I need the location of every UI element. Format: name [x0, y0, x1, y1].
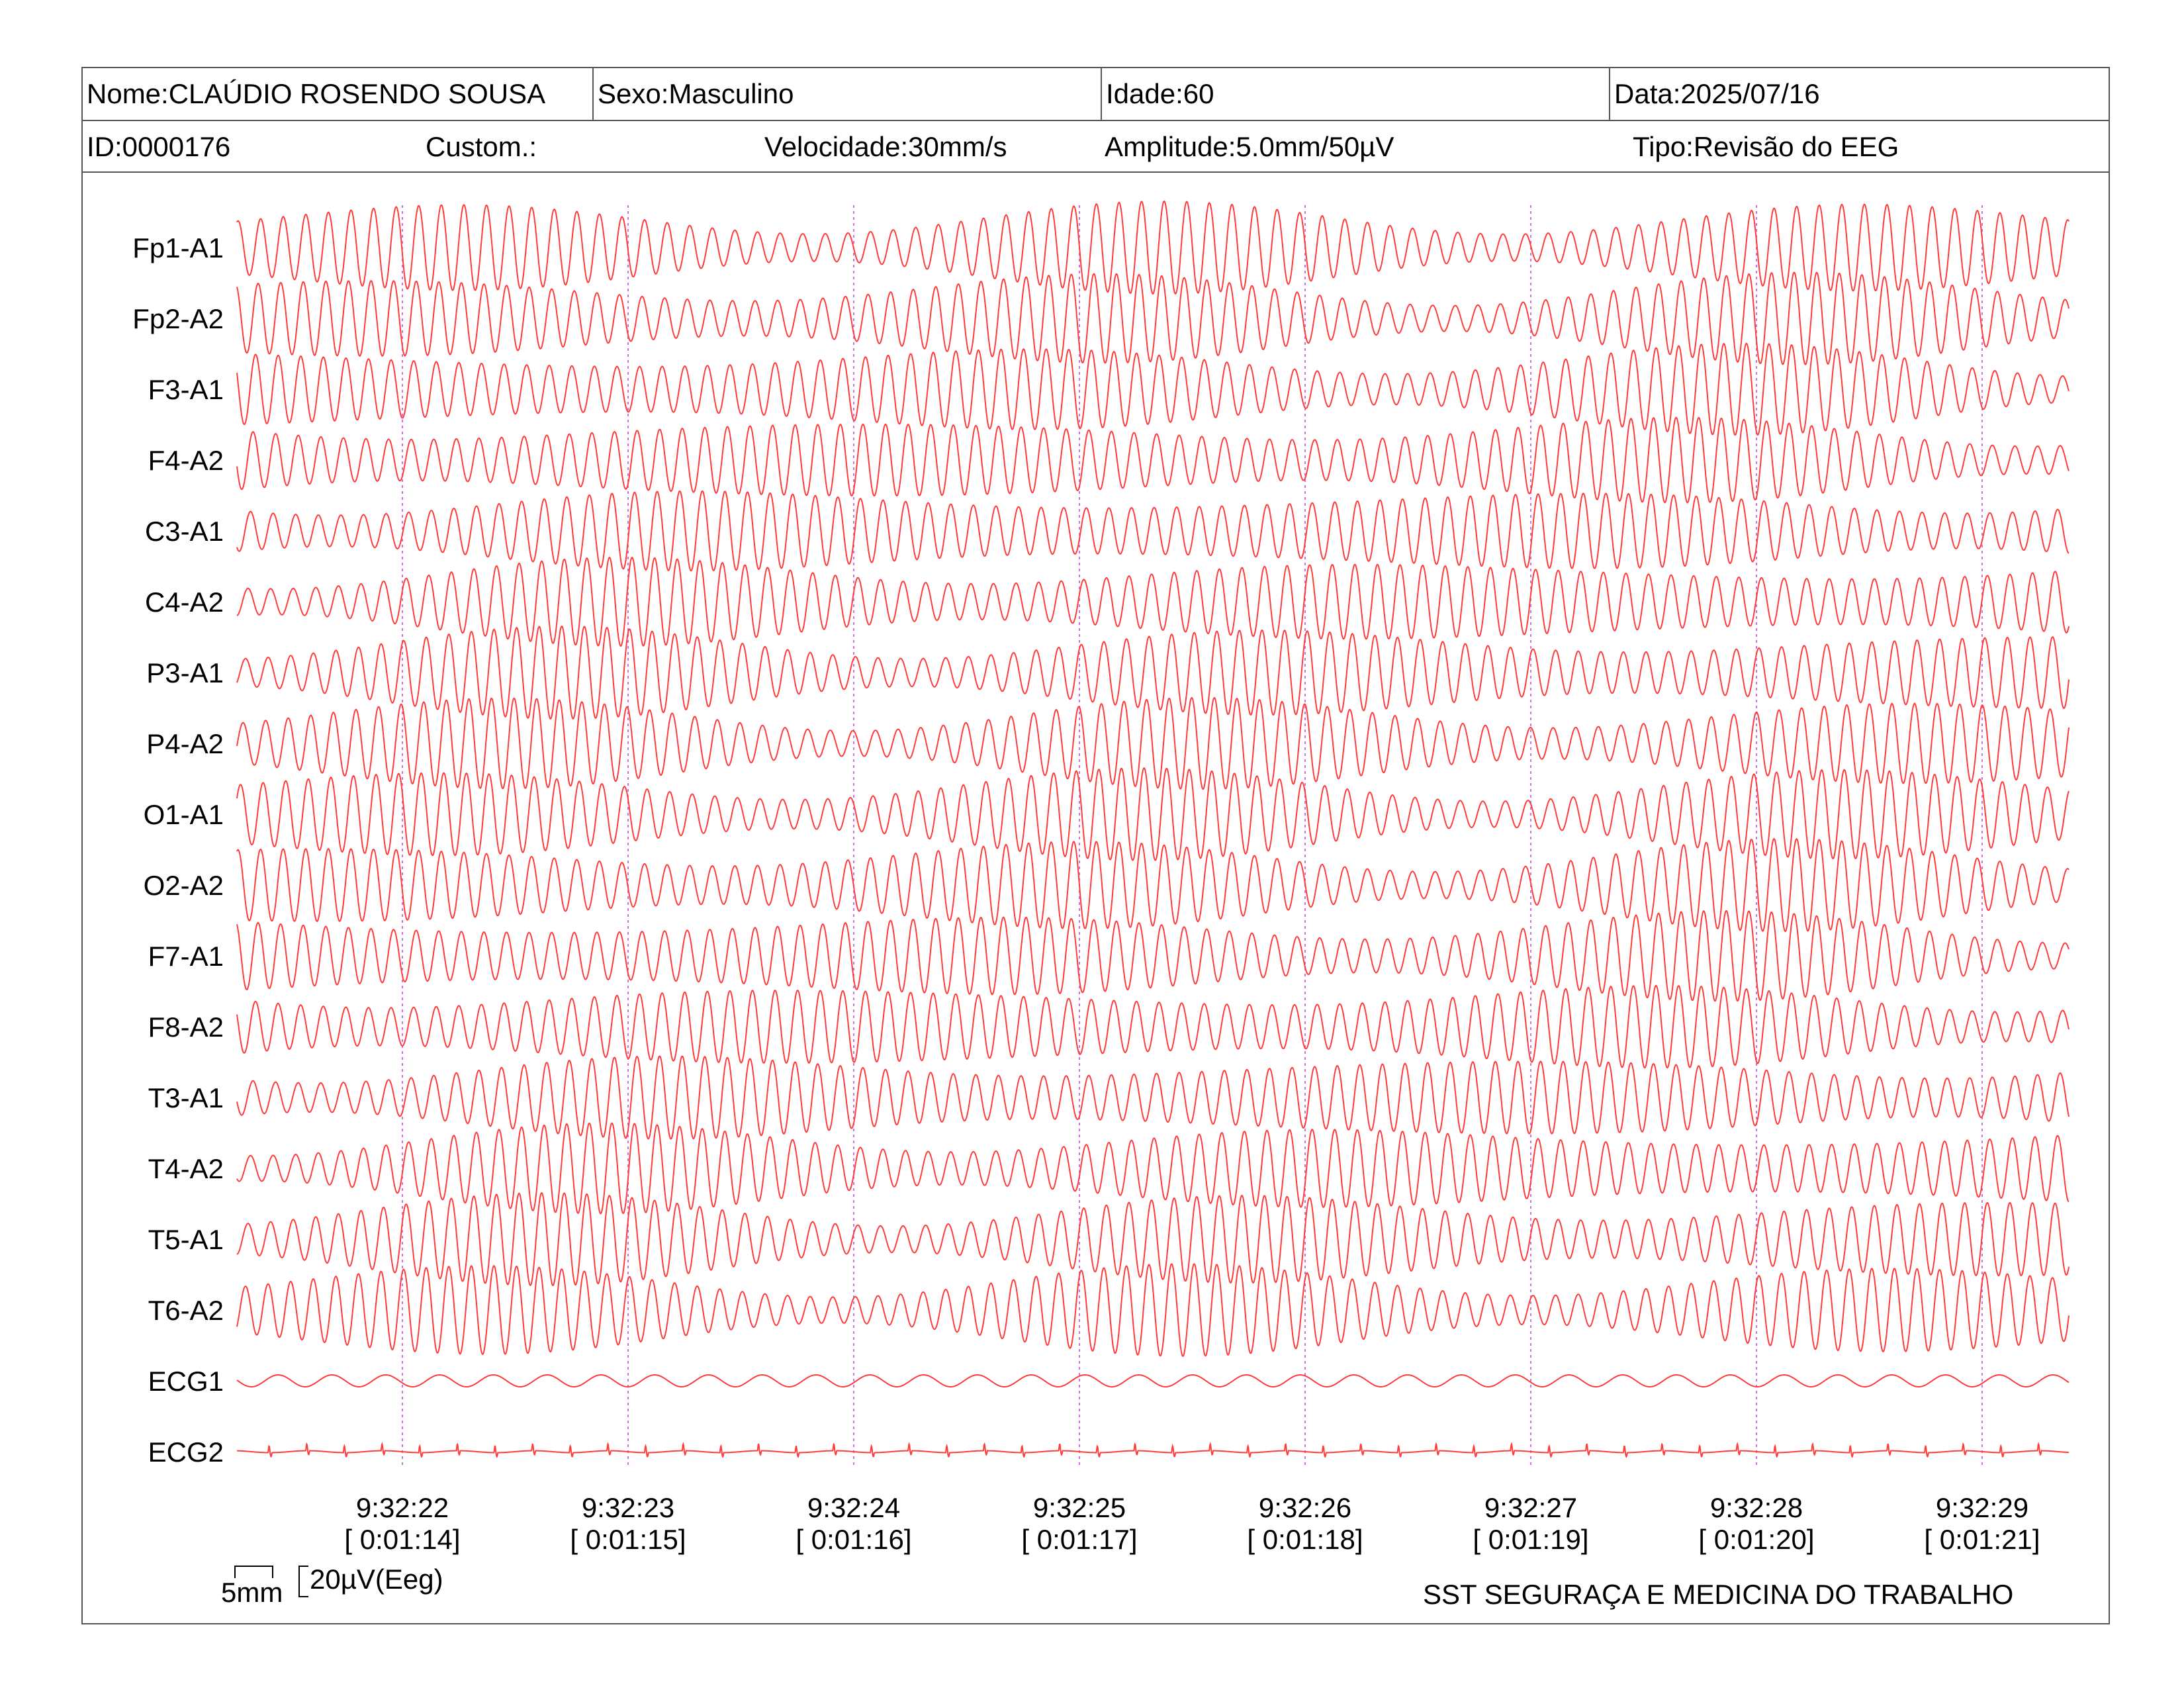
exam-type: Tipo:Revisão do EEG	[1633, 131, 1899, 162]
channel-label: O2-A2	[144, 870, 224, 901]
time-tick-elapsed: [ 0:01:15]	[570, 1524, 686, 1555]
channel-labels: Fp1-A1 Fp2-A2 F3-A1 F4-A2 C3-A1 C4-A2 P3-A1 P4-…	[132, 232, 224, 1468]
trace-f8-a2	[236, 984, 2070, 1069]
channel-label: F8-A2	[148, 1011, 224, 1043]
trace-o2-a2	[236, 837, 2070, 933]
channel-label: ECG1	[148, 1366, 224, 1397]
trace-fp2-a2	[236, 271, 2070, 365]
scale-time-bar	[234, 1566, 273, 1578]
trace-t4-a2	[236, 1122, 2070, 1215]
time-tick-clock: 9:32:27	[1484, 1492, 1577, 1523]
channel-label: C3-A1	[145, 516, 224, 547]
trace-p4-a2	[236, 697, 2070, 790]
trace-f4-a2	[236, 416, 2070, 504]
channel-label: Fp2-A2	[132, 303, 224, 334]
channel-label: C4-A2	[145, 586, 224, 618]
patient-sex: Sexo:Masculino	[592, 68, 1101, 120]
channel-label: F3-A1	[148, 374, 224, 405]
trace-c4-a2	[236, 557, 2070, 647]
trace-f3-a1	[236, 342, 2070, 436]
channel-label: Fp1-A1	[132, 232, 224, 263]
time-tick-elapsed: [ 0:01:17]	[1021, 1524, 1137, 1555]
trace-ecg1	[236, 1374, 2070, 1387]
time-tick-clock: 9:32:23	[582, 1492, 674, 1523]
trace-o1-a1	[236, 767, 2070, 861]
trace-fp1-a1	[236, 200, 2070, 295]
time-tick-labels: 9:32:22[ 0:01:14] 9:32:23[ 0:01:15] 9:32:2…	[344, 1492, 2040, 1555]
report-frame: Nome:CLAÚDIO ROSENDO SOUSA Sexo:Masculin…	[81, 67, 2110, 1624]
trace-t3-a1	[236, 1055, 2070, 1140]
header-row-1: Nome:CLAÚDIO ROSENDO SOUSA Sexo:Masculin…	[83, 68, 2109, 121]
trace-t6-a2	[236, 1263, 2070, 1357]
header-row-2: ID:0000176 Custom.: Velocidade:30mm/s Am…	[83, 121, 2109, 173]
patient-name: Nome:CLAÚDIO ROSENDO SOUSA	[87, 78, 546, 109]
scale-bar	[234, 1566, 308, 1597]
patient-id: ID:0000176	[87, 131, 231, 162]
time-tick-clock: 9:32:28	[1710, 1492, 1803, 1523]
patient-age: Idade:60	[1101, 68, 1609, 120]
institution-name: SST SEGURAÇA E MEDICINA DO TRABALHO	[1423, 1579, 2014, 1610]
trace-ecg2	[237, 1441, 2070, 1458]
trace-c3-a1	[236, 490, 2070, 572]
scale-amplitude-label: 20µV(Eeg)	[310, 1564, 443, 1595]
channel-label: P3-A1	[146, 657, 224, 688]
channel-label: F7-A1	[148, 941, 224, 972]
time-tick-clock: 9:32:26	[1259, 1492, 1351, 1523]
channel-label: F4-A2	[148, 445, 224, 476]
channel-label: O1-A1	[144, 799, 224, 830]
amplitude-setting: Amplitude:5.0mm/50µV	[1105, 131, 1394, 162]
channel-label: ECG2	[148, 1436, 224, 1468]
time-tick-clock: 9:32:25	[1033, 1492, 1126, 1523]
trace-f7-a1	[236, 910, 2070, 1002]
channel-label: T3-A1	[148, 1082, 224, 1113]
trace-p3-a1	[236, 625, 2070, 720]
channel-label: P4-A2	[146, 728, 224, 759]
time-tick-clock: 9:32:22	[356, 1492, 449, 1523]
channel-label: T4-A2	[148, 1153, 224, 1184]
time-tick-elapsed: [ 0:01:16]	[796, 1524, 911, 1555]
exam-date: Data:2025/07/16	[1609, 68, 2110, 120]
time-tick-elapsed: [ 0:01:18]	[1247, 1524, 1363, 1555]
custom-field: Custom.:	[426, 131, 537, 162]
channel-label: T5-A1	[148, 1224, 224, 1255]
paper-speed: Velocidade:30mm/s	[764, 131, 1007, 162]
time-tick-elapsed: [ 0:01:14]	[344, 1524, 460, 1555]
scale-time-label: 5mm	[221, 1577, 283, 1608]
time-markers	[402, 205, 1983, 1466]
time-tick-elapsed: [ 0:01:20]	[1698, 1524, 1814, 1555]
time-tick-clock: 9:32:24	[807, 1492, 900, 1523]
time-tick-elapsed: [ 0:01:21]	[1924, 1524, 2040, 1555]
eeg-traces	[236, 200, 2070, 1458]
time-tick-clock: 9:32:29	[1936, 1492, 2028, 1523]
trace-t5-a1	[236, 1192, 2070, 1287]
time-tick-elapsed: [ 0:01:19]	[1473, 1524, 1588, 1555]
scale-amp-bar	[298, 1566, 308, 1597]
channel-label: T6-A2	[148, 1295, 224, 1326]
